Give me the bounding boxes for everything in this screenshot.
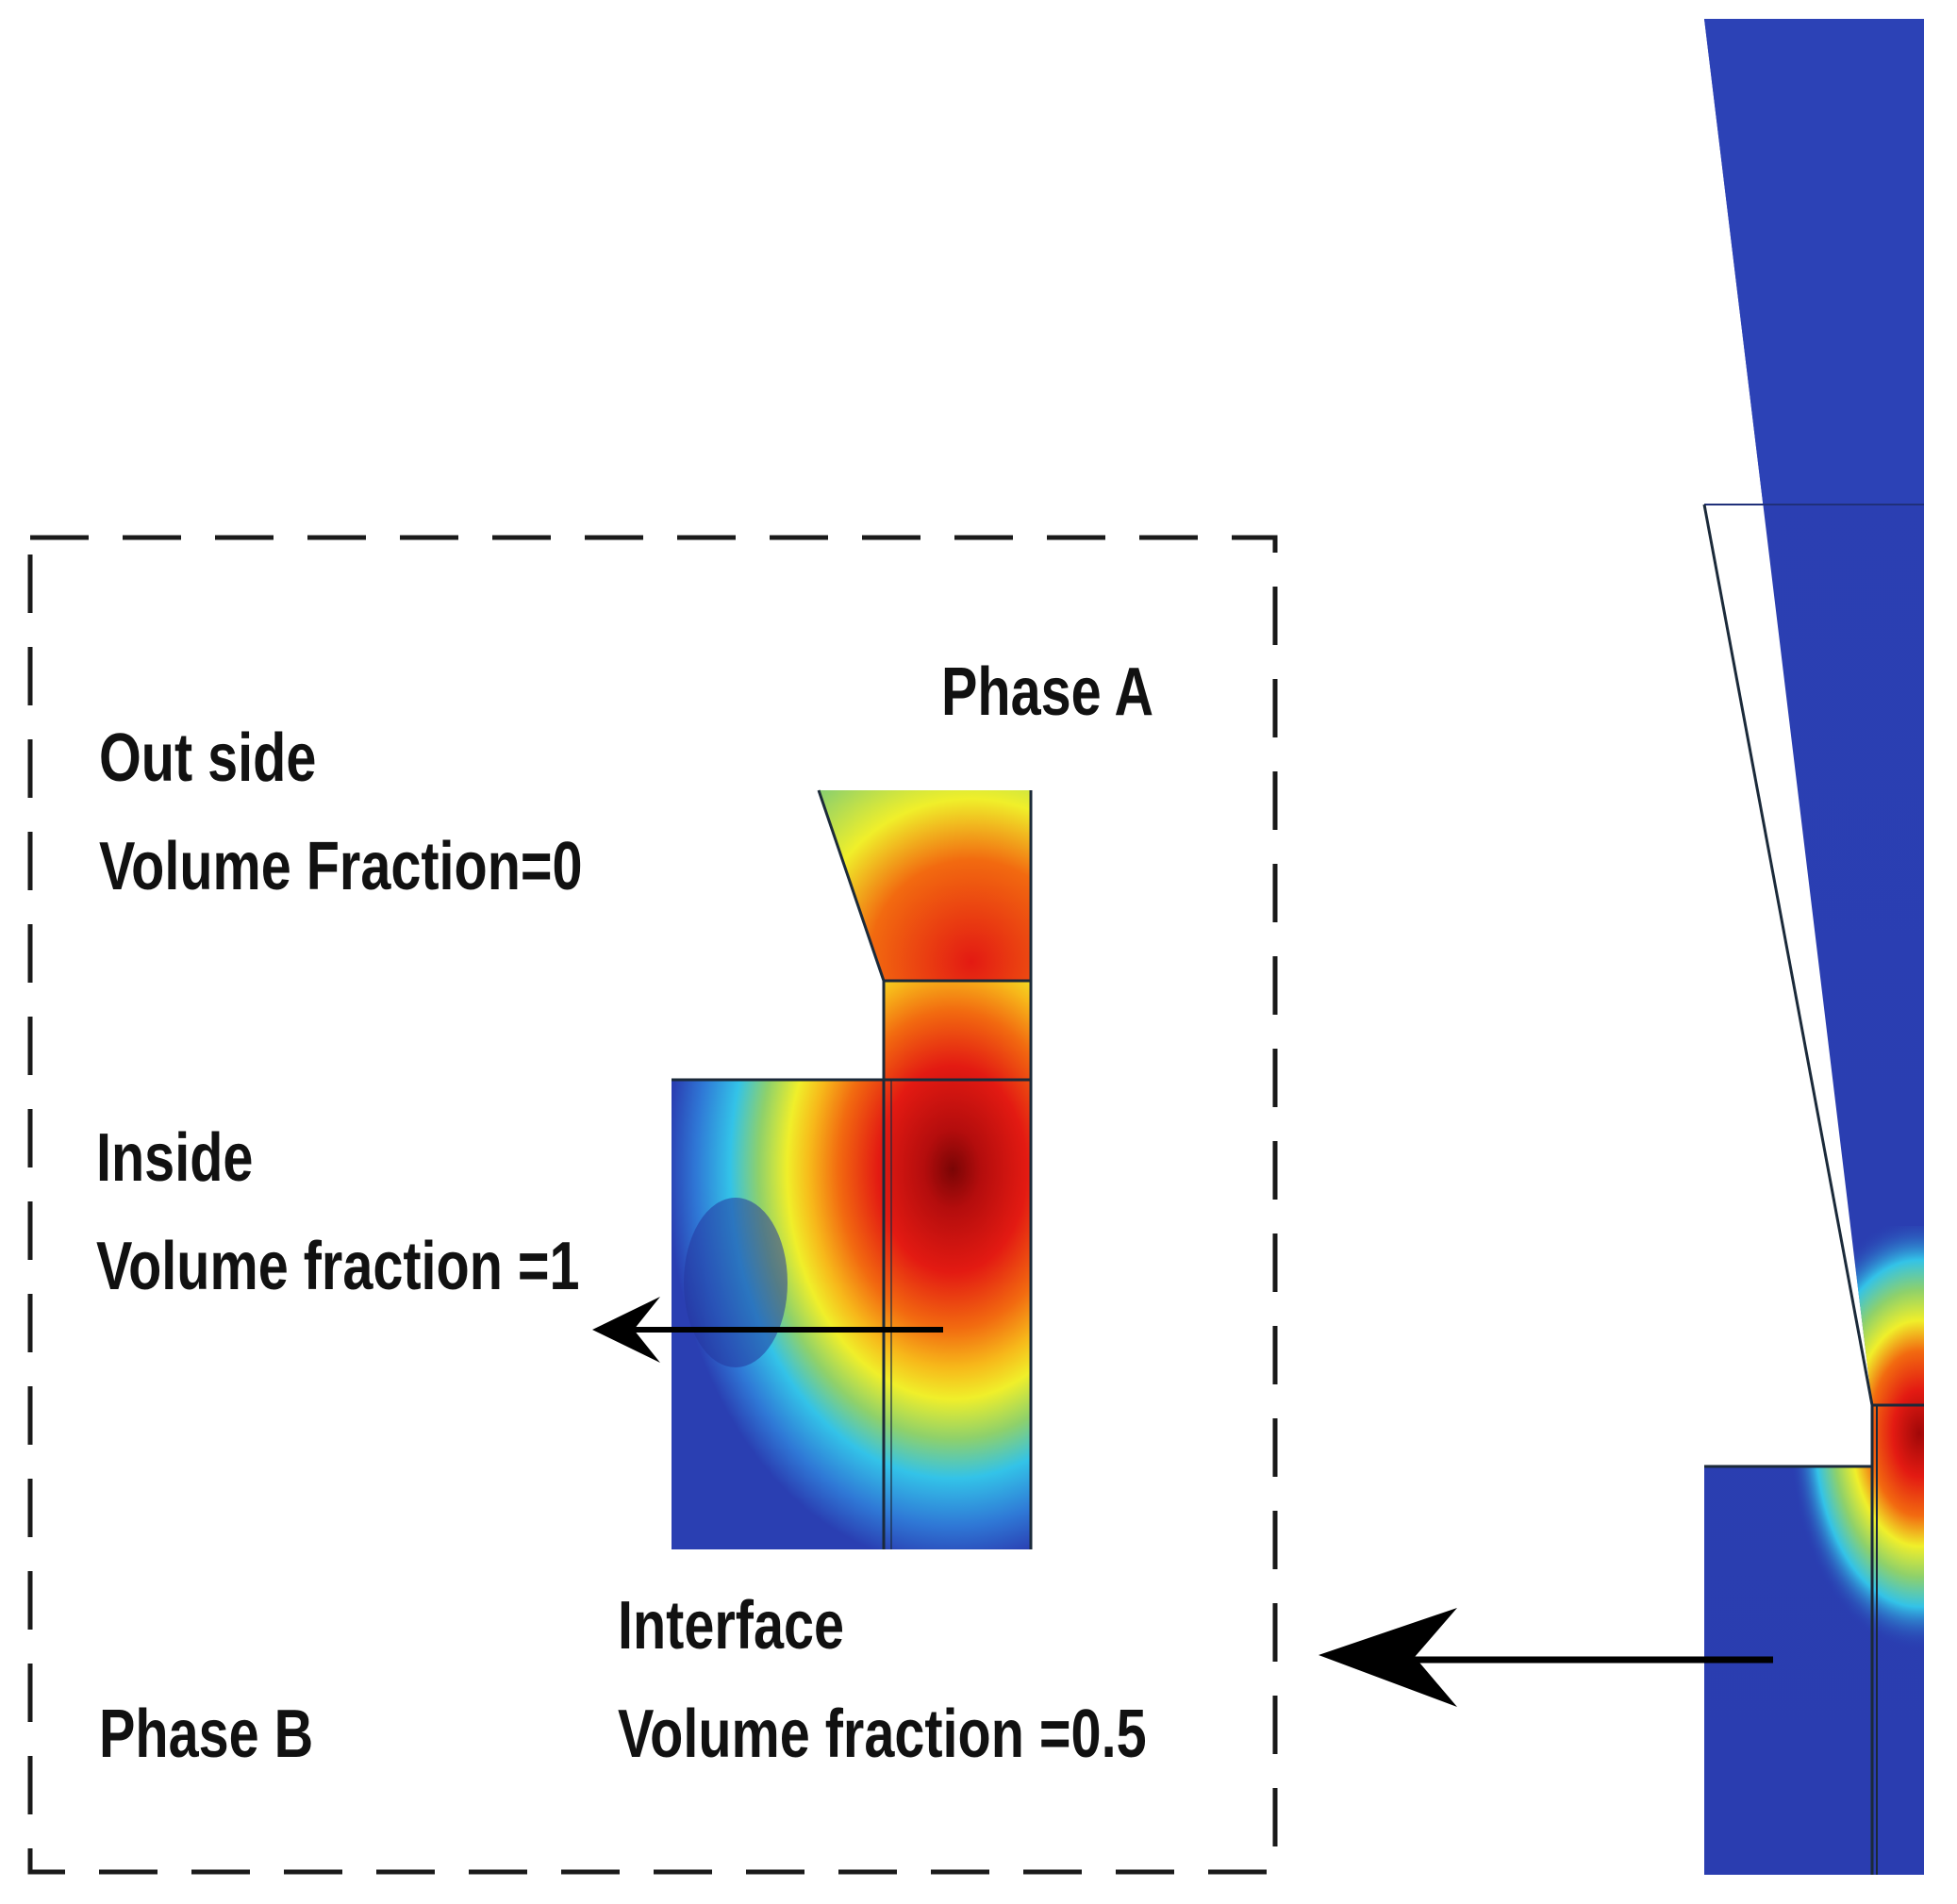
phase-a-label: Phase A — [941, 654, 1153, 730]
outside-value-label: Volume Fraction=0 — [99, 828, 583, 904]
inside-value-label: Volume fraction =1 — [96, 1228, 580, 1304]
column-mesh-lines — [1702, 504, 1924, 1875]
arrow-left-icon — [592, 1297, 943, 1363]
inset-contour — [672, 789, 1033, 1549]
interface-title-label: Interface — [618, 1587, 844, 1664]
full-model-column — [1702, 19, 1924, 1875]
labels: Phase A Out side Volume Fraction=0 Insid… — [96, 654, 1153, 1772]
outside-title-label: Out side — [99, 720, 316, 796]
phase-b-label: Phase B — [99, 1696, 313, 1772]
inside-title-label: Inside — [96, 1119, 253, 1196]
arrow-left-icon — [1318, 1608, 1773, 1707]
zoom-frame — [27, 535, 1278, 1875]
inset-mesh-lines — [672, 789, 1033, 1549]
interface-value-label: Volume fraction =0.5 — [618, 1696, 1147, 1772]
